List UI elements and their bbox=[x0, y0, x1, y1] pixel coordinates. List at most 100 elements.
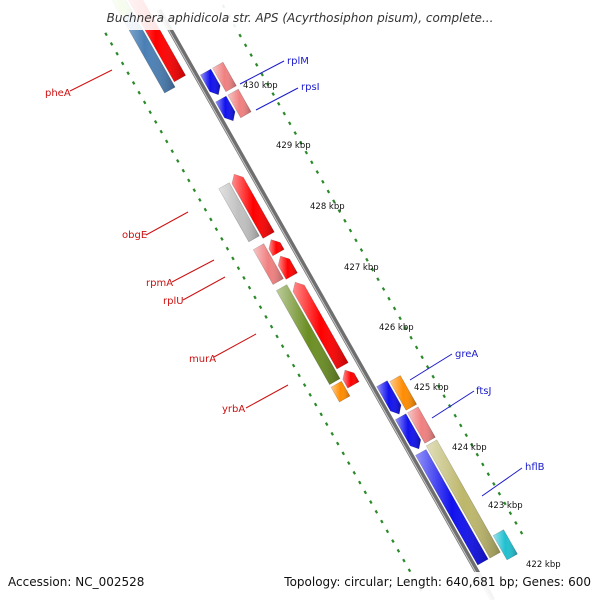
track-dot bbox=[398, 316, 402, 321]
track-dot bbox=[286, 353, 290, 358]
track-dot bbox=[374, 509, 379, 514]
track-dot bbox=[514, 521, 518, 525]
track-dot bbox=[220, 236, 224, 241]
leader-line-mura bbox=[213, 333, 257, 358]
track-dot bbox=[203, 207, 208, 212]
track-dot bbox=[396, 548, 401, 553]
tick-label-423kbp: 423 kbp bbox=[488, 501, 523, 511]
gene-yrba-orange-shade bbox=[331, 381, 350, 402]
map-title: Buchnera aphidicola str. APS (Acyrthosip… bbox=[107, 11, 494, 25]
gene-grea-blue-shade bbox=[376, 380, 401, 415]
track-dot bbox=[436, 384, 441, 389]
track-dot bbox=[341, 451, 345, 456]
gene-label-yrba[interactable]: yrbA bbox=[222, 404, 245, 415]
gene-rpsi-blue-shade bbox=[215, 96, 235, 121]
track-dot bbox=[326, 189, 331, 194]
track-dot bbox=[209, 217, 213, 222]
leader-line-grea bbox=[409, 353, 453, 381]
track-dot bbox=[187, 178, 191, 183]
track-dot bbox=[369, 500, 373, 505]
gene-label-phea[interactable]: pheA bbox=[45, 88, 71, 99]
gene-hflb-blue-shade bbox=[415, 449, 489, 565]
track-dot bbox=[176, 158, 180, 163]
leader-line-hflb bbox=[481, 467, 523, 497]
gene-rplm-blue-shade bbox=[200, 69, 221, 95]
gene-mura-shade bbox=[293, 282, 349, 369]
track-dot bbox=[192, 188, 197, 193]
track-dot bbox=[481, 462, 485, 467]
track-dot bbox=[409, 335, 413, 340]
track-dot bbox=[225, 246, 230, 251]
accession-text: Accession: NC_002528 bbox=[8, 575, 144, 589]
gene-label-rplu[interactable]: rplU bbox=[163, 296, 184, 307]
gene-yrba-shade bbox=[342, 370, 359, 389]
gene-label-hflb[interactable]: hflB bbox=[525, 462, 545, 473]
track-dot bbox=[153, 120, 158, 124]
gene-rplm-shade bbox=[212, 62, 237, 92]
track-dot bbox=[402, 558, 406, 563]
track-dot bbox=[453, 413, 457, 418]
track-dot bbox=[131, 81, 136, 85]
track-dot bbox=[324, 422, 329, 427]
backbone-line bbox=[156, 8, 496, 600]
track-dot bbox=[370, 267, 375, 272]
track-dot bbox=[249, 53, 253, 57]
tick-label-425kbp: 425 kbp bbox=[414, 383, 449, 393]
track-dot bbox=[264, 314, 268, 319]
track-dot bbox=[308, 392, 312, 397]
track-dot bbox=[291, 363, 296, 368]
track-dot bbox=[231, 256, 235, 261]
track-dot bbox=[365, 257, 369, 262]
track-dot bbox=[321, 179, 325, 184]
tick-label-426kbp: 426 kbp bbox=[379, 323, 414, 333]
track-dot bbox=[142, 100, 147, 105]
track-dot bbox=[464, 433, 469, 438]
gene-label-lines bbox=[69, 60, 523, 497]
track-dot bbox=[254, 62, 259, 67]
track-dot bbox=[148, 110, 152, 115]
gene-hflb-olive-shade bbox=[426, 439, 501, 559]
track-dot bbox=[486, 472, 491, 477]
track-dot bbox=[302, 383, 307, 388]
track-dot bbox=[109, 42, 114, 46]
track-dot bbox=[407, 568, 412, 573]
track-dot bbox=[492, 482, 496, 486]
track-dot bbox=[391, 539, 395, 544]
track-dot bbox=[348, 228, 353, 233]
track-dot bbox=[282, 111, 286, 116]
track-dot bbox=[243, 43, 248, 48]
track-dot bbox=[343, 218, 347, 223]
track-dot bbox=[170, 149, 174, 154]
track-dot bbox=[319, 412, 323, 417]
track-dot bbox=[293, 131, 298, 135]
gene-obge-shade bbox=[232, 174, 275, 239]
track-dot bbox=[354, 238, 358, 243]
gene-label-rpsi[interactable]: rpsI bbox=[301, 82, 320, 93]
gene-label-mura[interactable]: murA bbox=[189, 354, 216, 365]
tick-label-424kbp: 424 kbp bbox=[452, 443, 487, 453]
track-dot bbox=[242, 275, 246, 280]
track-dot bbox=[164, 139, 169, 144]
track-dot bbox=[258, 305, 263, 310]
track-dot bbox=[299, 140, 303, 145]
gene-label-ftsj[interactable]: ftsJ bbox=[476, 386, 491, 397]
track-dot bbox=[120, 61, 125, 66]
track-dot bbox=[387, 296, 391, 301]
track-dot bbox=[104, 32, 108, 37]
gene-label-rpma[interactable]: rpmA bbox=[146, 278, 173, 289]
gene-label-rplm[interactable]: rplM bbox=[287, 56, 309, 67]
track-dot bbox=[431, 374, 435, 379]
gene-label-obge[interactable]: obgE bbox=[122, 230, 147, 241]
track-dot bbox=[280, 344, 285, 349]
gene-rpma-pink-shade bbox=[253, 243, 284, 285]
gene-label-grea[interactable]: greA bbox=[455, 349, 478, 360]
leader-line-rplm bbox=[239, 60, 285, 85]
tick-labels: 430 kbp 429 kbp 428 kbp 427 kbp 426 kbp … bbox=[243, 81, 561, 570]
track-dot bbox=[475, 452, 480, 457]
track-dot bbox=[181, 168, 186, 173]
title-backdrop bbox=[0, 0, 600, 30]
track-dot bbox=[253, 295, 257, 300]
track-dot bbox=[352, 470, 357, 475]
track-dot bbox=[359, 248, 364, 252]
tick-track-outer bbox=[221, 4, 524, 535]
